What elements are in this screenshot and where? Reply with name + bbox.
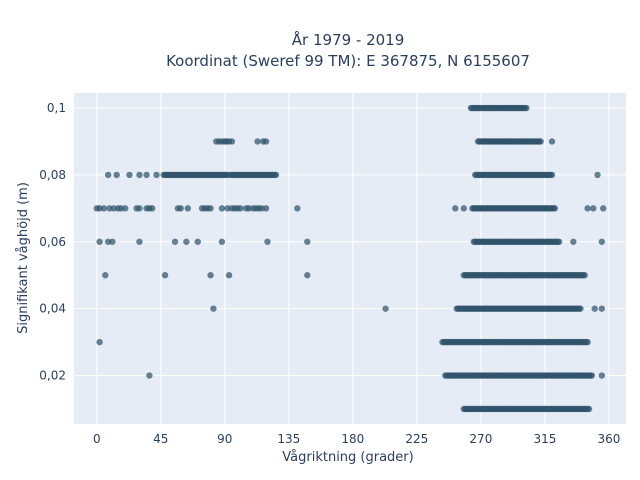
x-tick-labels: 0 45 90 135 180 225 270 315 360 xyxy=(93,432,620,446)
x-tick-label: 360 xyxy=(597,432,620,446)
data-point xyxy=(136,205,143,212)
data-point xyxy=(122,205,129,212)
y-tick-label: 0,04 xyxy=(39,302,66,316)
data-point xyxy=(153,171,160,179)
data-point xyxy=(102,272,109,279)
y-axis-label: Signifikant våghöjd (m) xyxy=(16,182,31,334)
data-point xyxy=(96,238,103,245)
data-point xyxy=(100,205,108,212)
data-point xyxy=(183,238,190,245)
data-point xyxy=(272,171,280,179)
data-point xyxy=(584,205,591,212)
data-point xyxy=(149,205,156,212)
data-point xyxy=(104,171,112,179)
data-point xyxy=(523,104,530,112)
data-point xyxy=(590,205,597,212)
data-point xyxy=(591,305,598,312)
data-point xyxy=(237,205,244,212)
data-point xyxy=(570,238,577,245)
x-tick-label: 90 xyxy=(217,432,232,446)
data-point xyxy=(548,138,556,145)
data-point xyxy=(551,205,559,212)
data-point xyxy=(184,205,192,212)
chart-subtitle: Koordinat (Sweref 99 TM): E 367875, N 61… xyxy=(166,52,530,70)
data-point xyxy=(218,238,226,245)
y-tick-label: 0,06 xyxy=(39,235,66,249)
data-point xyxy=(584,338,591,346)
data-point xyxy=(548,171,556,179)
y-tick-label: 0,08 xyxy=(39,168,66,182)
data-point xyxy=(207,205,214,212)
data-point xyxy=(109,238,116,245)
x-tick-label: 315 xyxy=(533,432,556,446)
data-point xyxy=(452,205,459,212)
data-point xyxy=(210,305,217,312)
data-point xyxy=(161,272,169,279)
x-axis-label: Vågriktning (grader) xyxy=(282,450,413,465)
data-point xyxy=(577,305,584,312)
data-point xyxy=(598,305,606,312)
data-point xyxy=(585,405,593,413)
data-point xyxy=(594,171,601,179)
data-point xyxy=(382,305,389,312)
data-point xyxy=(143,171,150,179)
data-point xyxy=(600,205,607,212)
data-point xyxy=(304,238,311,245)
data-point xyxy=(304,272,311,279)
y-tick-label: 0,1 xyxy=(47,101,66,115)
data-point xyxy=(555,238,563,245)
data-point xyxy=(294,205,301,212)
x-tick-label: 45 xyxy=(153,432,168,446)
data-point xyxy=(225,272,233,279)
data-point xyxy=(194,238,201,245)
y-tick-label: 0,02 xyxy=(39,369,66,383)
data-point xyxy=(177,205,184,212)
data-point xyxy=(537,138,544,145)
data-point xyxy=(136,238,143,245)
y-tick-labels: 0,02 0,04 0,06 0,08 0,1 xyxy=(39,101,66,382)
x-tick-label: 225 xyxy=(405,432,428,446)
data-point xyxy=(218,205,226,212)
data-point xyxy=(207,272,214,279)
data-point xyxy=(262,138,270,145)
data-point xyxy=(96,338,103,346)
data-point xyxy=(146,372,153,379)
data-point xyxy=(262,205,270,212)
x-tick-label: 270 xyxy=(469,432,492,446)
data-point xyxy=(113,171,120,179)
chart-title: År 1979 - 2019 xyxy=(292,30,405,49)
data-point xyxy=(171,238,179,245)
data-point xyxy=(264,238,271,245)
data-point xyxy=(588,372,596,379)
data-point xyxy=(598,372,606,379)
data-point xyxy=(228,138,236,145)
data-points xyxy=(93,104,607,413)
data-point xyxy=(581,272,588,279)
data-point xyxy=(126,171,133,179)
x-tick-label: 0 xyxy=(93,432,101,446)
plot-area xyxy=(74,93,626,424)
data-point xyxy=(460,205,468,212)
x-tick-label: 180 xyxy=(341,432,364,446)
x-tick-label: 135 xyxy=(277,432,300,446)
data-point xyxy=(136,171,143,179)
data-point xyxy=(598,238,606,245)
data-point xyxy=(254,138,261,145)
